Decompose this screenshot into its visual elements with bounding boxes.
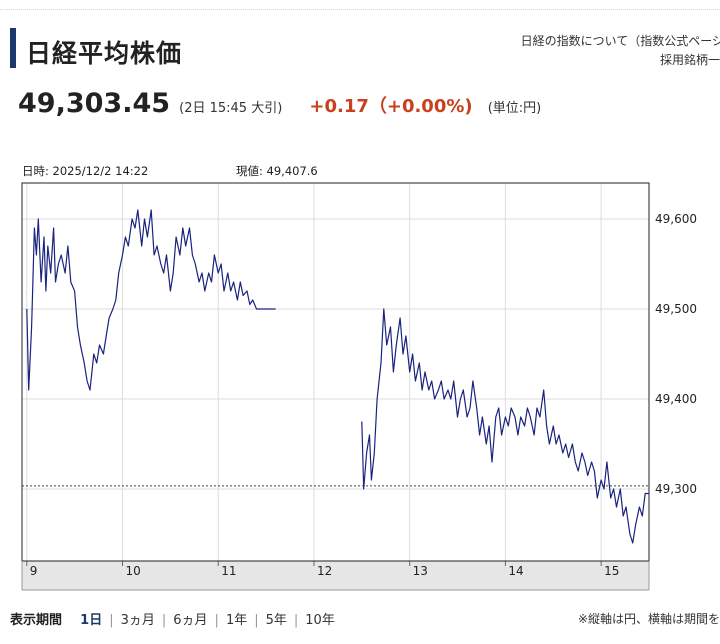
price-line-morning xyxy=(26,209,276,391)
index-about-link[interactable]: 日経の指数について（指数公式ページ xyxy=(520,34,720,48)
y-tick-label-49300: 49,300 xyxy=(655,482,697,496)
x-tick-label-14: 14 xyxy=(508,564,523,578)
period-separator: | xyxy=(214,613,219,628)
period-tab-0[interactable]: 1日 xyxy=(80,613,103,628)
title-accent-bar xyxy=(10,28,16,68)
x-tick-label-10: 10 xyxy=(126,564,141,578)
period-selector: 表示期間 1日 | 3ヵ月 | 6ヵ月 | 1年 | 5年 | 10年 xyxy=(10,609,335,628)
price-timestamp: (2日 15:45 大引) xyxy=(179,101,283,116)
constituents-link[interactable]: 採用銘柄一 xyxy=(659,53,720,67)
y-tick-label-49400: 49,400 xyxy=(655,392,697,406)
x-tick-label-15: 15 xyxy=(604,564,619,578)
header-links: 日経の指数について（指数公式ページ 採用銘柄一 xyxy=(521,32,720,70)
period-tab-5[interactable]: 10年 xyxy=(305,613,335,628)
x-axis-band xyxy=(22,561,649,590)
period-tab-1[interactable]: 3ヵ月 xyxy=(120,613,155,628)
current-price: 49,303.45 xyxy=(18,88,171,119)
plot-frame xyxy=(21,182,650,562)
intraday-chart[interactable]: 9 10 11 12 13 14 15 49,300 49,400 49,500 49,600 xyxy=(0,0,720,600)
y-tick-label-49600: 49,600 xyxy=(655,212,697,226)
period-tab-3[interactable]: 1年 xyxy=(225,613,248,628)
period-separator: | xyxy=(109,613,114,628)
x-tick-label-9: 9 xyxy=(30,564,38,578)
page-title: 日経平均株価 xyxy=(26,39,183,68)
axis-note: ※縦軸は円、横軸は期間を xyxy=(577,612,720,626)
price-change: +0.17（+0.00%) xyxy=(309,96,473,117)
period-separator: | xyxy=(293,613,299,628)
x-tick-label-11: 11 xyxy=(221,564,236,578)
y-tick-label-49500: 49,500 xyxy=(655,302,697,316)
cursor-value: 現値: 49,407.6 xyxy=(236,164,318,178)
quote-row: 49,303.45 (2日 15:45 大引) +0.17（+0.00%) (単… xyxy=(18,88,541,119)
period-separator: | xyxy=(161,613,167,628)
period-tab-4[interactable]: 5年 xyxy=(265,613,287,628)
x-tick-label-13: 13 xyxy=(413,564,428,578)
top-divider xyxy=(0,9,720,10)
period-separator: | xyxy=(254,613,259,628)
price-line-afternoon xyxy=(361,308,649,544)
x-tick-label-12: 12 xyxy=(317,564,332,578)
cursor-datetime: 日時: 2025/12/2 14:22 xyxy=(22,164,149,178)
price-unit: (単位:円) xyxy=(487,101,542,116)
period-label: 表示期間 xyxy=(10,613,63,628)
period-tab-2[interactable]: 6ヵ月 xyxy=(173,613,208,628)
plot-frame-border xyxy=(21,182,650,562)
